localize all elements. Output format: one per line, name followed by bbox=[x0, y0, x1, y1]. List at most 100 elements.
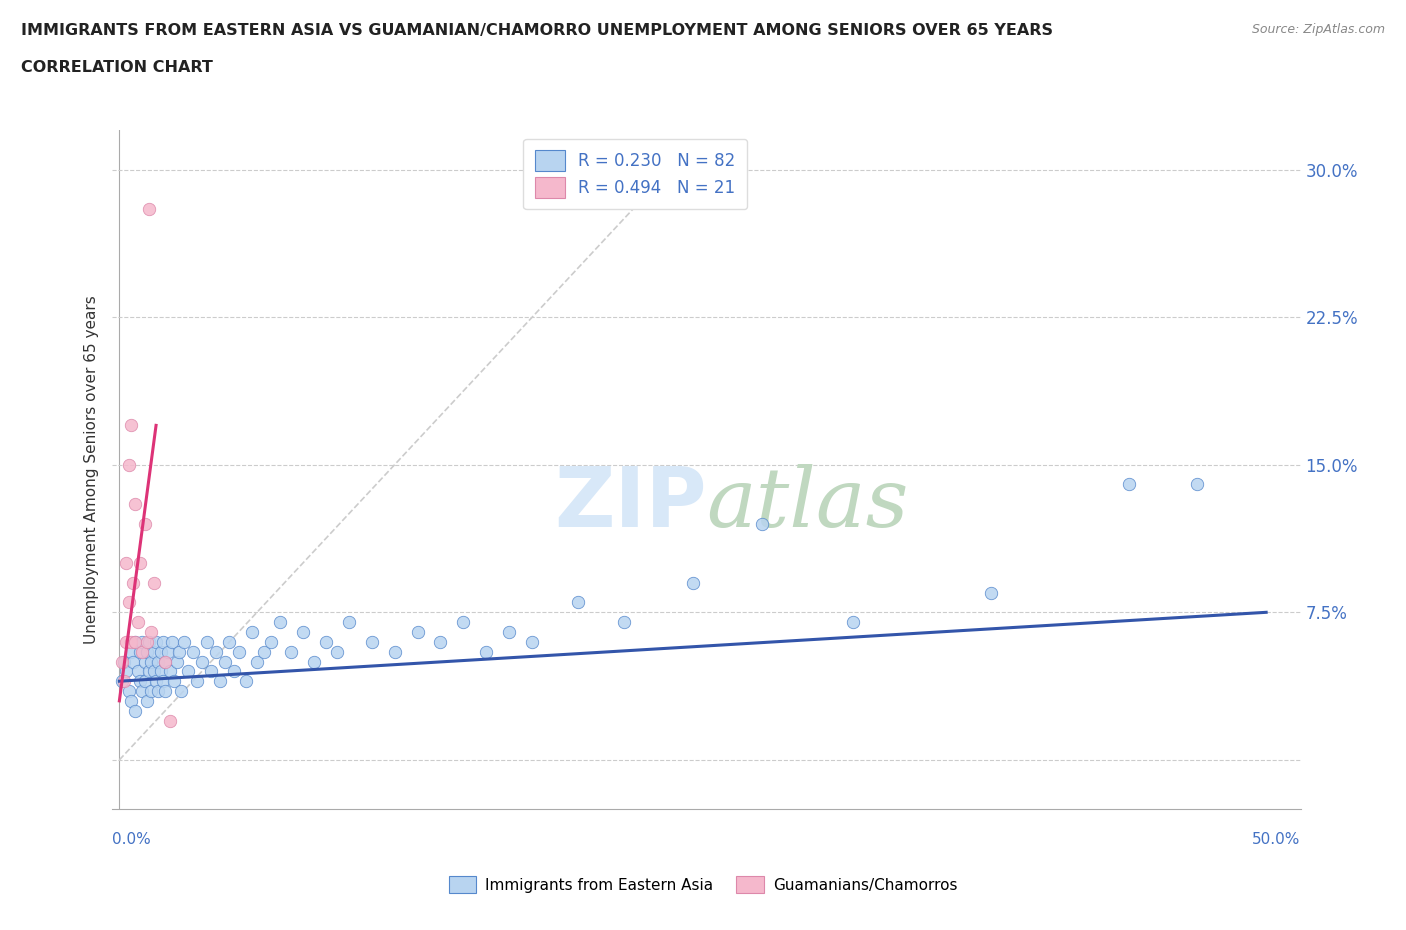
Point bbox=[159, 664, 181, 679]
Point bbox=[120, 694, 142, 709]
Point bbox=[475, 644, 498, 659]
Point bbox=[567, 595, 589, 610]
Point bbox=[177, 664, 200, 679]
Point bbox=[218, 634, 240, 649]
Point bbox=[214, 654, 236, 669]
Point bbox=[751, 516, 773, 531]
Legend: Immigrants from Eastern Asia, Guamanians/Chamorros: Immigrants from Eastern Asia, Guamanians… bbox=[443, 870, 963, 899]
Point bbox=[167, 644, 190, 659]
Text: CORRELATION CHART: CORRELATION CHART bbox=[21, 60, 212, 75]
Point bbox=[111, 673, 134, 688]
Point bbox=[134, 516, 156, 531]
Point bbox=[1187, 477, 1209, 492]
Point bbox=[135, 634, 157, 649]
Y-axis label: Unemployment Among Seniors over 65 years: Unemployment Among Seniors over 65 years bbox=[83, 296, 98, 644]
Point bbox=[138, 202, 160, 217]
Point bbox=[112, 673, 135, 688]
Point bbox=[453, 615, 475, 630]
Point bbox=[145, 634, 167, 649]
Point bbox=[131, 684, 153, 698]
Point bbox=[242, 625, 264, 640]
Point bbox=[138, 664, 160, 679]
Point bbox=[124, 497, 146, 512]
Point bbox=[112, 654, 135, 669]
Point bbox=[195, 634, 218, 649]
Point bbox=[191, 654, 214, 669]
Point bbox=[117, 458, 139, 472]
Point bbox=[135, 694, 157, 709]
Point bbox=[204, 644, 226, 659]
Point bbox=[155, 654, 177, 669]
Point bbox=[129, 556, 152, 571]
Point bbox=[111, 654, 134, 669]
Point bbox=[152, 634, 174, 649]
Point bbox=[141, 684, 163, 698]
Point bbox=[200, 664, 222, 679]
Point bbox=[138, 634, 160, 649]
Point bbox=[429, 634, 451, 649]
Point bbox=[124, 634, 146, 649]
Point bbox=[142, 664, 165, 679]
Text: Source: ZipAtlas.com: Source: ZipAtlas.com bbox=[1251, 23, 1385, 36]
Point bbox=[315, 634, 337, 649]
Point bbox=[122, 654, 145, 669]
Point bbox=[115, 556, 138, 571]
Point bbox=[291, 625, 314, 640]
Point bbox=[141, 625, 163, 640]
Point bbox=[141, 654, 163, 669]
Point bbox=[253, 644, 276, 659]
Point bbox=[120, 634, 142, 649]
Point bbox=[152, 673, 174, 688]
Point bbox=[134, 673, 156, 688]
Point bbox=[170, 684, 193, 698]
Point bbox=[360, 634, 382, 649]
Point bbox=[145, 673, 167, 688]
Text: atlas: atlas bbox=[707, 463, 908, 544]
Point bbox=[148, 654, 170, 669]
Point bbox=[117, 684, 139, 698]
Legend: R = 0.230   N = 82, R = 0.494   N = 21: R = 0.230 N = 82, R = 0.494 N = 21 bbox=[523, 139, 747, 209]
Point bbox=[122, 576, 145, 591]
Text: IMMIGRANTS FROM EASTERN ASIA VS GUAMANIAN/CHAMORRO UNEMPLOYMENT AMONG SENIORS OV: IMMIGRANTS FROM EASTERN ASIA VS GUAMANIA… bbox=[21, 23, 1053, 38]
Point bbox=[155, 654, 177, 669]
Text: 50.0%: 50.0% bbox=[1253, 832, 1301, 847]
Point bbox=[131, 634, 153, 649]
Point bbox=[235, 673, 257, 688]
Point bbox=[613, 615, 636, 630]
Point bbox=[142, 644, 165, 659]
Point bbox=[682, 576, 704, 591]
Point bbox=[246, 654, 269, 669]
Point bbox=[260, 634, 283, 649]
Point bbox=[980, 585, 1002, 600]
Point bbox=[186, 673, 208, 688]
Point bbox=[326, 644, 349, 659]
Point bbox=[228, 644, 250, 659]
Point bbox=[209, 673, 232, 688]
Point bbox=[498, 625, 520, 640]
Point bbox=[124, 703, 146, 718]
Point bbox=[149, 644, 172, 659]
Point bbox=[304, 654, 326, 669]
Point bbox=[124, 634, 146, 649]
Point bbox=[406, 625, 429, 640]
Point bbox=[163, 673, 186, 688]
Point bbox=[149, 664, 172, 679]
Point bbox=[522, 634, 544, 649]
Point bbox=[120, 644, 142, 659]
Point bbox=[1118, 477, 1140, 492]
Point bbox=[384, 644, 406, 659]
Point bbox=[842, 615, 865, 630]
Point bbox=[115, 664, 138, 679]
Text: ZIP: ZIP bbox=[554, 463, 707, 544]
Point bbox=[135, 644, 157, 659]
Point bbox=[117, 595, 139, 610]
Point bbox=[127, 664, 149, 679]
Point bbox=[134, 654, 156, 669]
Text: 0.0%: 0.0% bbox=[112, 832, 152, 847]
Point bbox=[280, 644, 302, 659]
Point bbox=[155, 684, 177, 698]
Point bbox=[181, 644, 204, 659]
Point bbox=[120, 418, 142, 432]
Point bbox=[159, 713, 181, 728]
Point bbox=[337, 615, 360, 630]
